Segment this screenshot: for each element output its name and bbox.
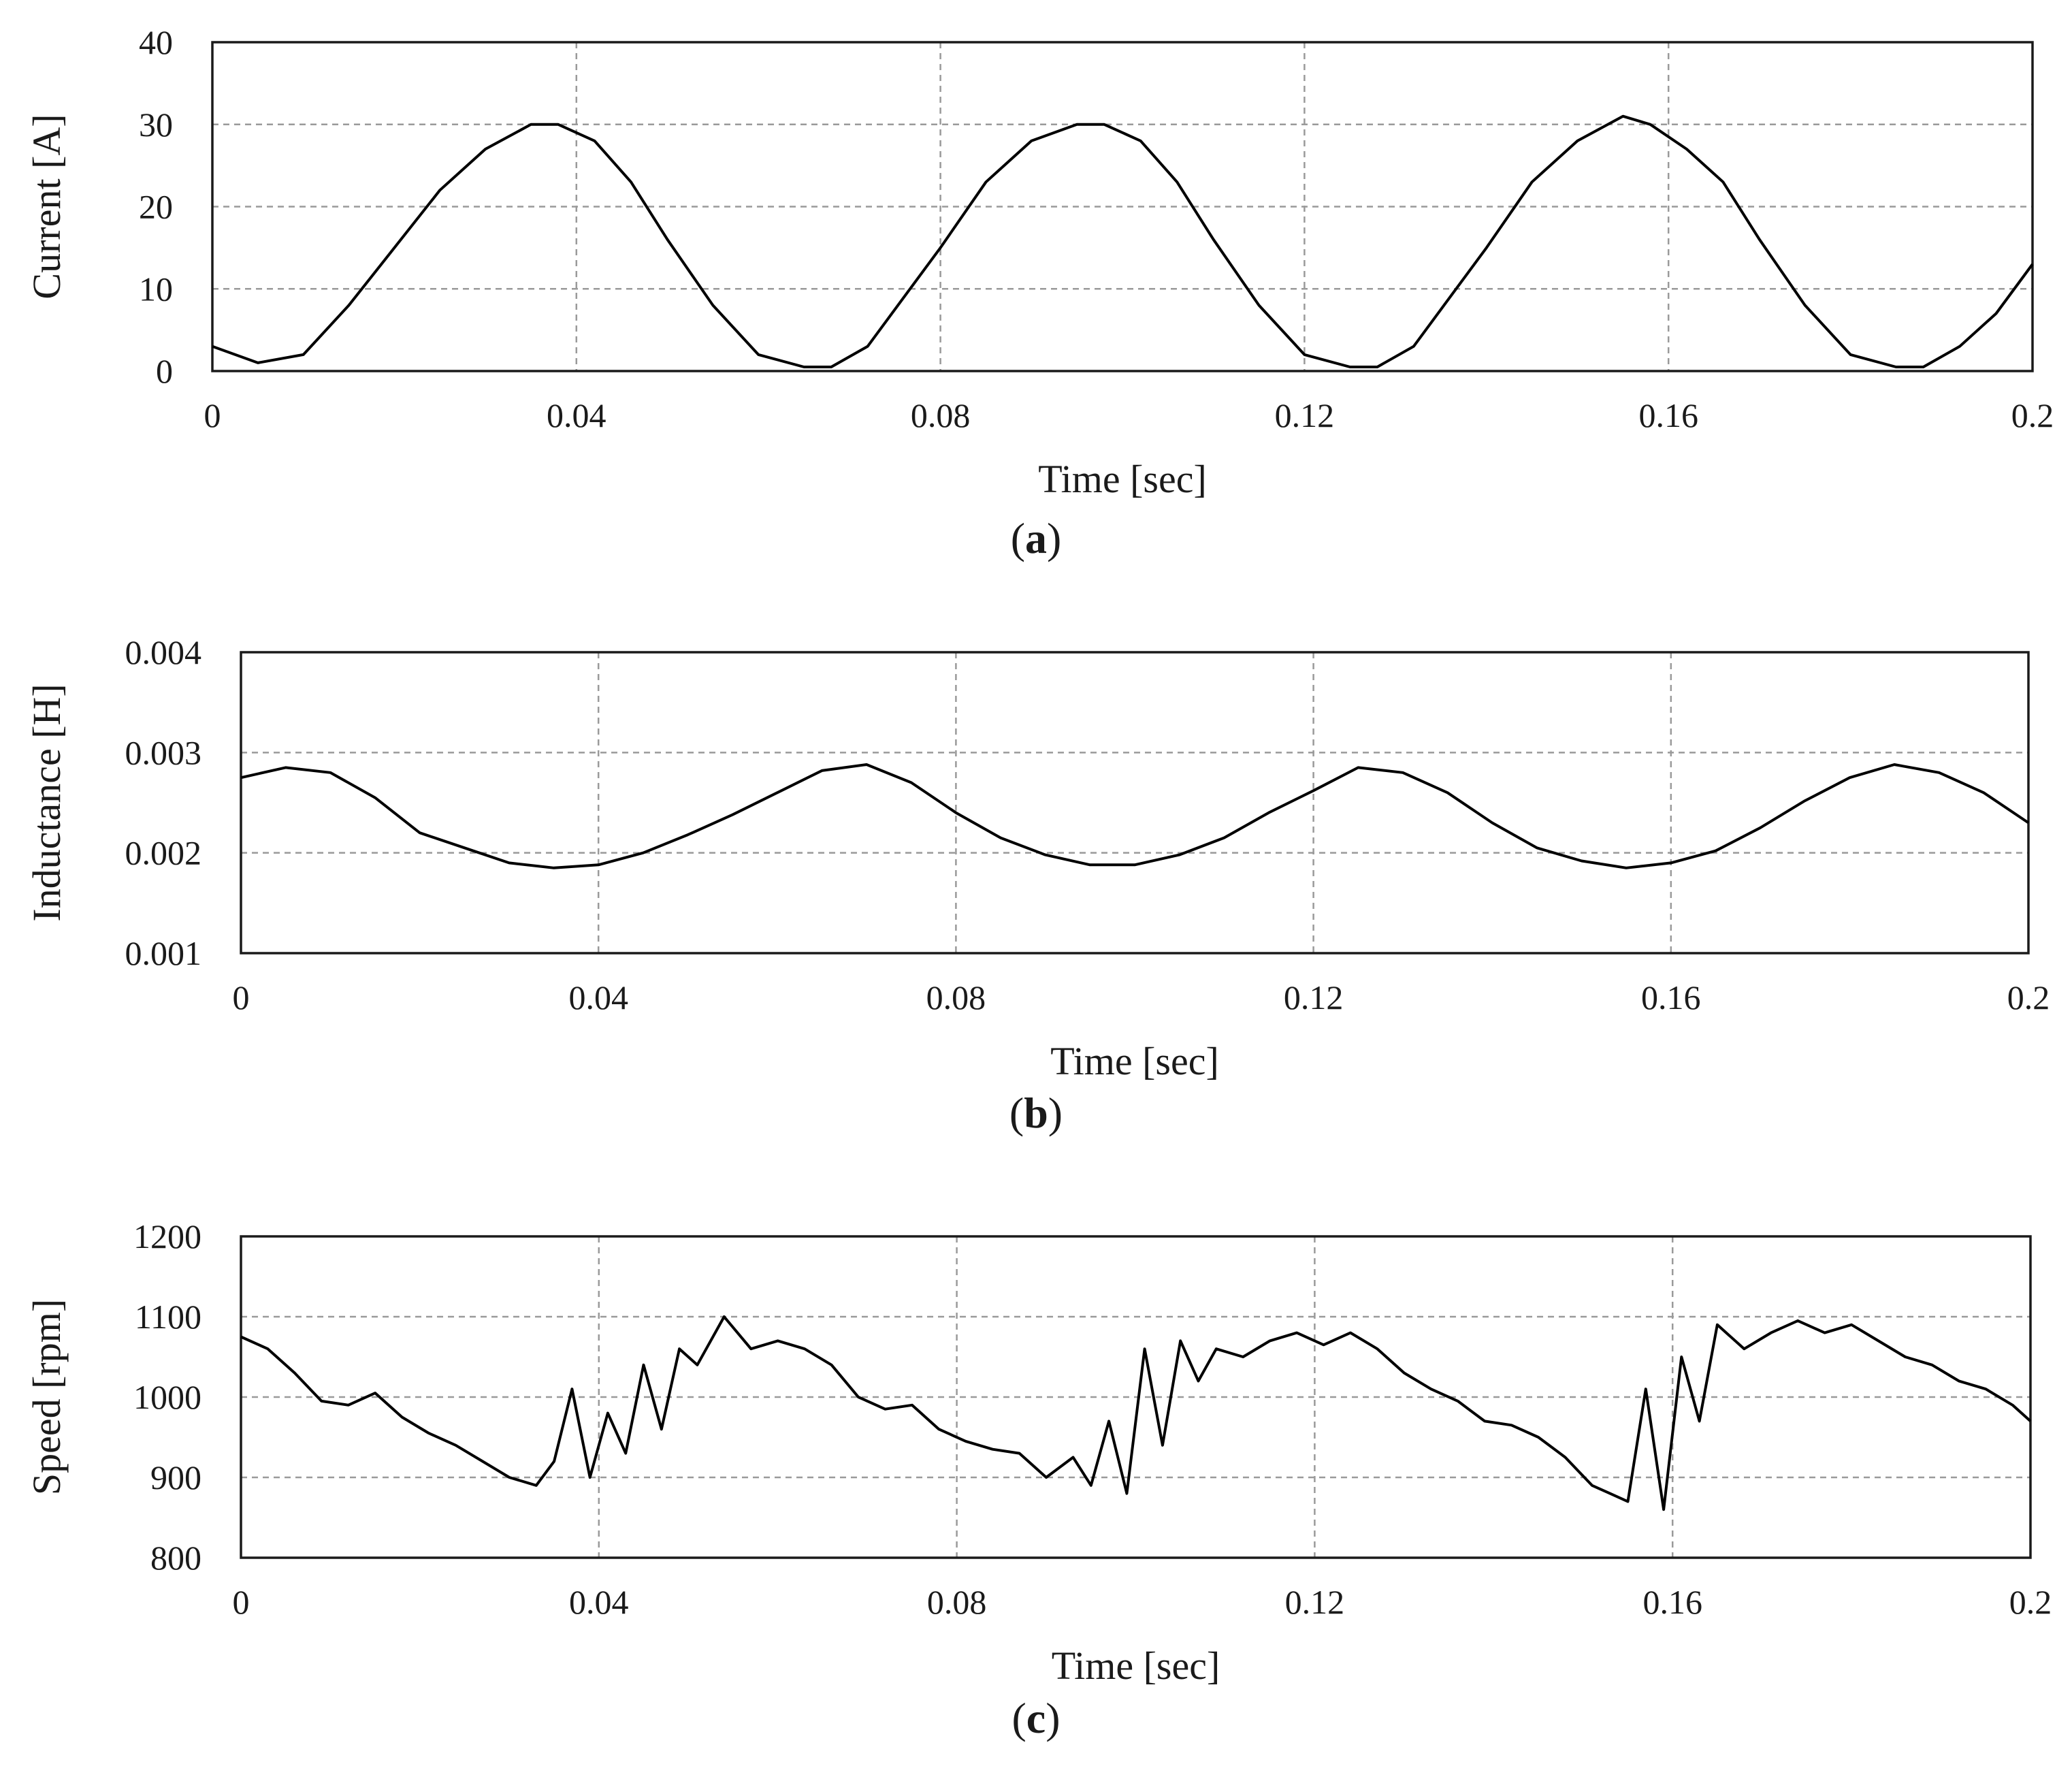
caption-open-paren: (	[1011, 1694, 1026, 1742]
caption-open-paren: (	[1011, 514, 1025, 562]
plot-frame-a	[211, 41, 2034, 372]
caption-open-paren: (	[1009, 1089, 1024, 1137]
caption-letter: b	[1024, 1089, 1048, 1137]
x-tick-label-c: 0.12	[1285, 1583, 1345, 1621]
caption-a: (a)	[1011, 514, 1062, 562]
y-tick-label-b: 0.003	[125, 733, 202, 771]
x-axis-label-a: Time [sec]	[1038, 457, 1207, 501]
x-tick-label-b: 0.08	[926, 978, 986, 1016]
y-tick-label-a: 40	[139, 23, 173, 61]
x-tick-label-c: 0	[233, 1583, 250, 1621]
y-tick-label-a: 0	[156, 352, 173, 390]
x-axis-label-c: Time [sec]	[1052, 1644, 1220, 1688]
y-tick-label-c: 1200	[133, 1217, 201, 1255]
x-tick-label-c: 0.04	[569, 1583, 629, 1621]
caption-close-paren: )	[1046, 1694, 1060, 1742]
caption-letter: c	[1026, 1694, 1046, 1742]
y-tick-label-c: 800	[150, 1539, 201, 1577]
x-tick-label-c: 0.2	[2009, 1583, 2052, 1621]
y-tick-label-c: 1100	[135, 1298, 201, 1336]
x-tick-label-b: 0.04	[568, 978, 628, 1016]
y-axis-label-c: Speed [rpm]	[25, 1299, 69, 1495]
y-tick-label-a: 20	[139, 188, 173, 226]
series-line-a-current	[212, 114, 2034, 368]
x-tick-label-a: 0.08	[911, 396, 971, 434]
plot-frame-c	[240, 1235, 2032, 1559]
chart-panel-b: 0 0.04 0.08 0.12 0.16 0.2 0.001 0.002 0.003 0.004…	[25, 633, 2050, 1137]
caption-c: (c)	[1011, 1694, 1060, 1742]
y-tick-label-a: 30	[139, 106, 173, 144]
x-axis-label-b: Time [sec]	[1050, 1039, 1219, 1083]
x-tick-label-b: 0	[233, 978, 250, 1016]
caption-letter: a	[1025, 514, 1047, 562]
x-tick-label-b: 0.12	[1284, 978, 1344, 1016]
caption-b: (b)	[1009, 1089, 1063, 1137]
x-tick-label-a: 0.12	[1275, 396, 1335, 434]
y-axis-label-b: Inductance [H]	[25, 684, 69, 921]
caption-close-paren: )	[1048, 1089, 1063, 1137]
x-tick-label-b: 0.16	[1641, 978, 1701, 1016]
x-tick-label-a: 0	[204, 396, 221, 434]
series-line-c-speed	[240, 1315, 2032, 1511]
chart-panel-a: 0 0.04 0.08 0.12 0.16 0.2 0 10 20 30 40 Time [sec] C…	[25, 23, 2054, 562]
x-tick-label-b: 0.2	[2007, 978, 2050, 1016]
x-tick-label-c: 0.16	[1642, 1583, 1702, 1621]
x-tick-label-a: 0.2	[2011, 396, 2054, 434]
x-tick-label-a: 0.04	[547, 396, 606, 434]
series-line-b-inductance	[240, 763, 2030, 869]
chart-panel-c: 0 0.04 0.08 0.12 0.16 0.2 800 900 1000 1100 1200 Ti…	[25, 1217, 2052, 1742]
y-tick-label-b: 0.004	[125, 633, 202, 671]
x-tick-label-c: 0.08	[927, 1583, 987, 1621]
y-tick-label-c: 900	[150, 1458, 201, 1496]
x-tick-label-a: 0.16	[1638, 396, 1698, 434]
caption-close-paren: )	[1047, 514, 1061, 562]
y-tick-label-b: 0.002	[125, 834, 202, 872]
y-axis-label-a: Current [A]	[25, 114, 69, 299]
y-tick-label-a: 10	[139, 270, 173, 308]
plot-frame-b	[240, 651, 2030, 955]
y-tick-label-b: 0.001	[125, 934, 202, 972]
y-tick-label-c: 1000	[133, 1378, 201, 1416]
